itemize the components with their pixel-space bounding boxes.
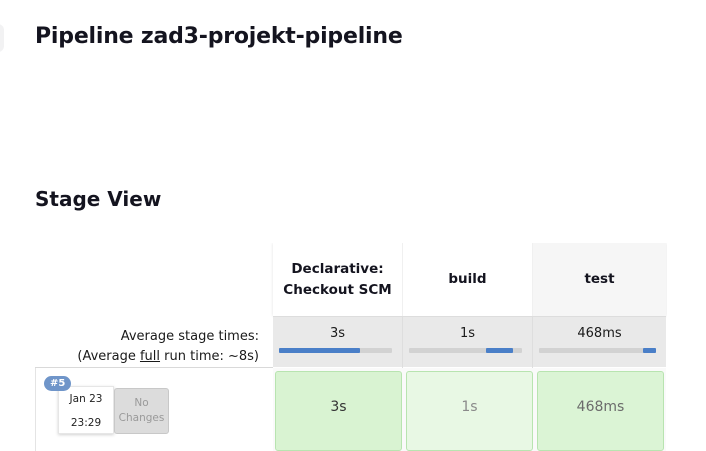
avg-cell-checkout-scm: 3s: [273, 317, 403, 368]
stage-header-line1: Declarative:: [291, 260, 384, 277]
stage-header-label: build: [448, 271, 487, 287]
row-divider: [35, 367, 273, 368]
avg-label-line2: (Average full run time: ~8s): [35, 347, 259, 367]
avg-time-value: 3s: [329, 326, 346, 341]
avg-time-bar: [279, 348, 392, 353]
avg-time-value: 468ms: [577, 326, 622, 341]
stage-header-build: build: [403, 243, 533, 316]
build-stage-cells: 3s 1s 468ms: [273, 368, 666, 451]
stage-headers: Declarative: Checkout SCM build test: [273, 243, 666, 316]
avg-time-bar-fill: [485, 348, 513, 353]
stage-view-title: Stage View: [35, 187, 162, 211]
stage-header-checkout-scm: Declarative: Checkout SCM: [273, 243, 403, 316]
page-title: Pipeline zad3-projekt-pipeline: [35, 24, 403, 49]
average-stage-times-label: Average stage times: (Average full run t…: [35, 327, 259, 367]
changes-line2: Changes: [118, 412, 165, 424]
stage-view-table: Declarative: Checkout SCM build test Ave…: [35, 243, 667, 451]
stage-cell-build[interactable]: 1s: [406, 371, 533, 451]
avg-time-bar: [409, 348, 522, 353]
build-date: Jan 23: [69, 393, 103, 405]
stage-cell-checkout-scm[interactable]: 3s: [275, 371, 402, 451]
stage-header-label: test: [584, 271, 615, 287]
stage-cell-test[interactable]: 468ms: [537, 371, 664, 451]
average-times-row: 3s 1s 468ms: [273, 316, 666, 368]
build-date-box[interactable]: Jan 23 23:29: [58, 386, 114, 434]
avg-cell-build: 1s: [403, 317, 533, 368]
avg-time-bar-fill: [279, 348, 361, 353]
stage-header-line2: Checkout SCM: [283, 281, 392, 298]
build-number-badge[interactable]: #5: [44, 376, 72, 391]
avg-time-bar-fill: [643, 348, 656, 353]
changes-line1: No: [134, 397, 149, 409]
avg-label-line1: Average stage times:: [120, 329, 259, 344]
stage-header-test: test: [533, 243, 666, 316]
build-time: 23:29: [70, 417, 102, 429]
avg-time-value: 1s: [459, 326, 476, 341]
build-changes-box[interactable]: No Changes: [114, 388, 169, 434]
build-row-header: #5 Jan 23 23:29 No Changes: [35, 368, 273, 451]
avg-cell-test: 468ms: [533, 317, 666, 368]
side-panel-toggle[interactable]: [0, 24, 4, 52]
avg-time-bar: [539, 348, 656, 353]
avg-label-suffix: run time: ~8s): [160, 349, 259, 364]
avg-label-prefix: (Average: [77, 349, 140, 364]
full-run-time-link[interactable]: full: [139, 349, 161, 364]
